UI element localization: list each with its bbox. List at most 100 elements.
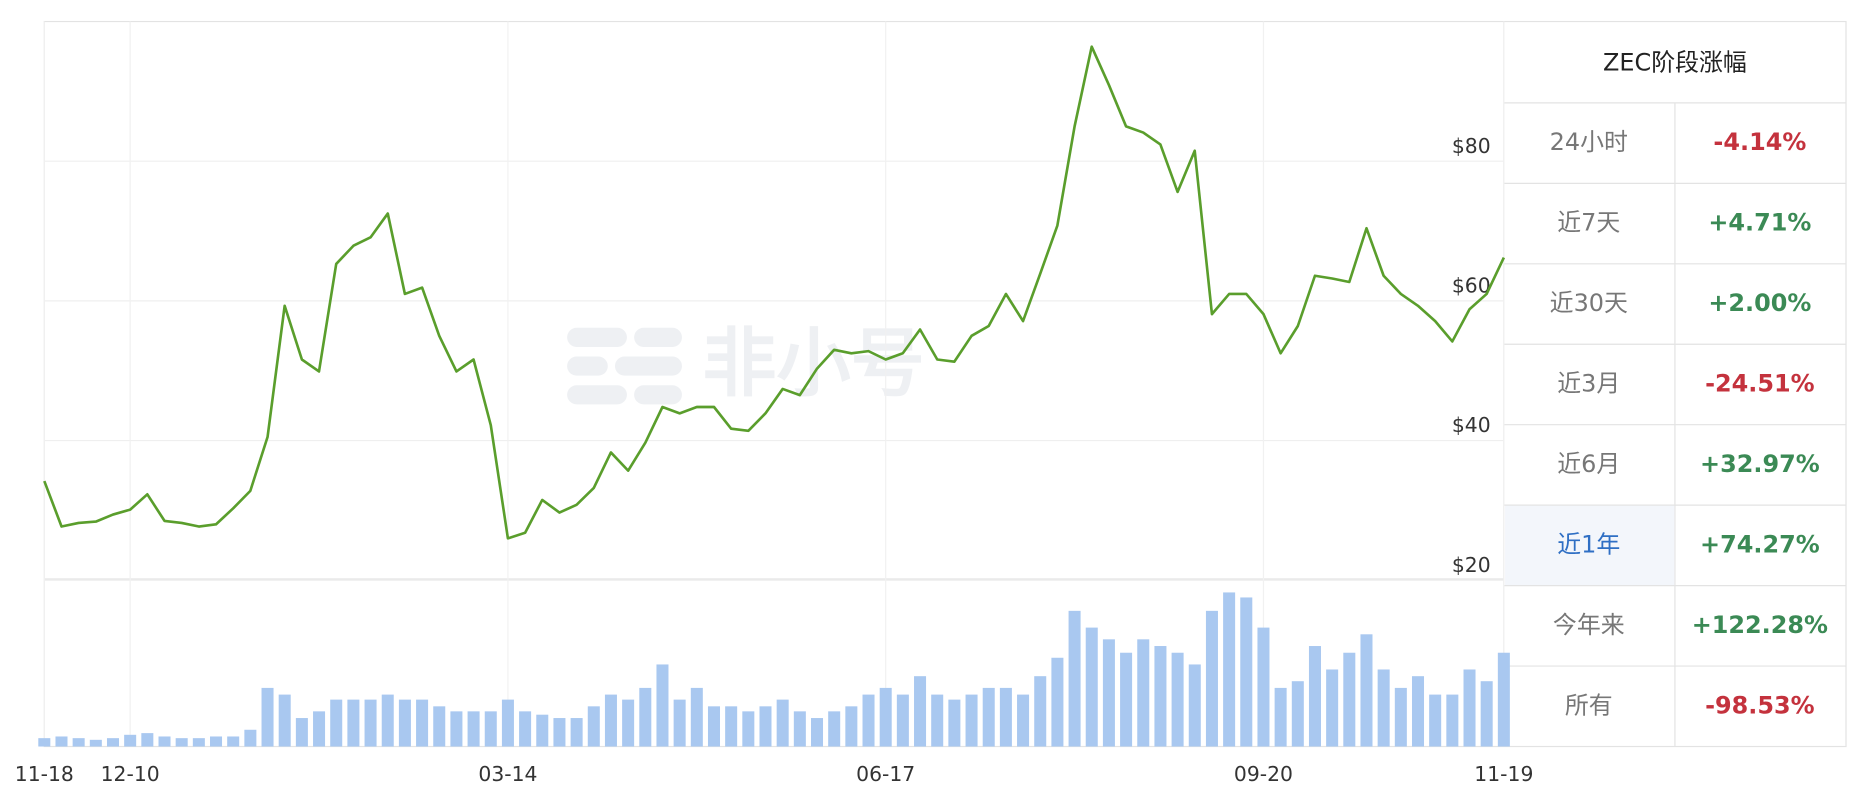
period-label: 近6月: [1557, 450, 1620, 478]
volume-bar: [759, 706, 772, 747]
volume-bar: [982, 687, 995, 747]
volume-bar: [141, 733, 154, 747]
volume-bar: [501, 699, 514, 747]
volume-bar: [742, 711, 755, 747]
change-value: +122.28%: [1692, 611, 1828, 639]
volume-bar: [948, 699, 961, 747]
change-value: +2.00%: [1708, 289, 1811, 317]
volume-bar: [1377, 669, 1390, 747]
volume-bar: [1017, 694, 1030, 747]
period-label: 近3月: [1557, 369, 1620, 397]
period-label: 近1年: [1557, 530, 1620, 558]
volume-bar: [1463, 669, 1476, 747]
volume-bar: [1308, 646, 1321, 747]
volume-bar: [622, 699, 635, 747]
volume-bar: [776, 699, 789, 747]
volume-bar: [1085, 627, 1098, 747]
volume-bar: [313, 711, 326, 747]
change-value: -24.51%: [1705, 369, 1815, 397]
volume-bar: [793, 711, 806, 747]
volume-bar: [570, 718, 583, 747]
volume-bar: [690, 687, 703, 747]
volume-bar: [1343, 652, 1356, 747]
volume-bar: [124, 734, 137, 747]
price-line: [43, 45, 1506, 540]
volume-bar: [55, 736, 68, 747]
volume-bar: [261, 687, 274, 747]
volume-bar: [227, 736, 240, 747]
volume-bar: [1497, 652, 1510, 747]
volume-bar: [1446, 694, 1459, 747]
y-tick-label: $80: [1452, 134, 1491, 158]
volume-bar: [330, 699, 343, 747]
volume-bar: [210, 736, 223, 747]
period-label: 所有: [1565, 691, 1613, 719]
volume-bar: [416, 699, 429, 747]
x-tick-label: 06-17: [856, 762, 915, 786]
volume-bar: [381, 694, 394, 747]
volume-bar: [931, 694, 944, 747]
x-tick-label: 03-14: [478, 762, 537, 786]
volume-bar: [965, 694, 978, 747]
volume-bar: [1411, 676, 1425, 747]
period-label: 24小时: [1550, 128, 1628, 156]
volume-bar: [914, 676, 927, 747]
volume-bar: [1326, 669, 1339, 747]
volume-bar: [862, 694, 875, 747]
volume-bar: [433, 706, 446, 747]
volume-bar: [1480, 681, 1493, 747]
volume-bar: [1257, 627, 1270, 747]
volume-bar: [1137, 639, 1150, 747]
volume-bar: [1394, 687, 1407, 747]
volume-bar: [707, 706, 720, 747]
volume-bar: [158, 736, 171, 747]
volume-bar: [553, 718, 566, 747]
volume-bar: [656, 664, 669, 747]
x-tick-label: 11-19: [1474, 762, 1533, 786]
volume-bar: [1205, 610, 1218, 747]
volume-bar: [673, 699, 686, 747]
volume-bar: [1102, 639, 1115, 747]
period-label: 今年来: [1553, 611, 1625, 639]
volume-bar: [364, 699, 377, 747]
volume-bar: [1223, 592, 1236, 747]
volume-bar: [398, 699, 411, 747]
stats-table: [1503, 21, 1847, 747]
y-tick-label: $20: [1452, 553, 1491, 577]
watermark: 非小号: [702, 321, 924, 407]
volume-bar: [1240, 597, 1253, 747]
x-tick-label: 09-20: [1234, 762, 1293, 786]
volume-bar: [1429, 694, 1442, 747]
volume-bar: [639, 687, 652, 747]
volume-bar: [1274, 687, 1287, 747]
volume-bar: [1120, 652, 1133, 747]
table-title: ZEC阶段涨幅: [1603, 48, 1747, 76]
x-tick-label: 12-10: [101, 762, 160, 786]
volume-bar: [1051, 657, 1064, 747]
volume-bar: [1034, 676, 1047, 747]
volume-bar: [1360, 634, 1373, 747]
volume-bar: [450, 711, 463, 747]
volume-bar: [999, 687, 1012, 747]
volume-bar: [1154, 646, 1167, 747]
volume-bar: [811, 718, 824, 747]
volume-bar: [879, 687, 892, 747]
volume-bar: [725, 706, 738, 747]
volume-bar: [106, 738, 120, 747]
volume-bar: [175, 738, 188, 747]
volume-bar: [484, 711, 497, 747]
change-value: -4.14%: [1713, 128, 1806, 156]
period-label: 近7天: [1557, 209, 1620, 237]
change-value: +32.97%: [1700, 450, 1820, 478]
y-tick-label: $60: [1452, 274, 1491, 298]
volume-bar: [192, 738, 205, 747]
volume-bar: [244, 729, 257, 747]
change-value: +4.71%: [1708, 209, 1811, 237]
change-value: -98.53%: [1705, 691, 1815, 719]
volume-bar: [604, 694, 617, 747]
volume-bar: [467, 711, 480, 747]
change-value: +74.27%: [1700, 530, 1820, 558]
y-tick-label: $40: [1452, 413, 1491, 437]
x-tick-label: 11-18: [15, 762, 74, 786]
